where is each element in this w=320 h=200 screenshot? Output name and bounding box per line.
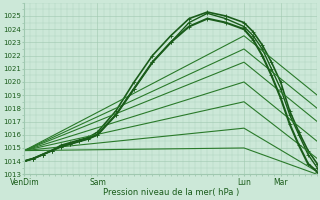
- X-axis label: Pression niveau de la mer( hPa ): Pression niveau de la mer( hPa ): [103, 188, 239, 197]
